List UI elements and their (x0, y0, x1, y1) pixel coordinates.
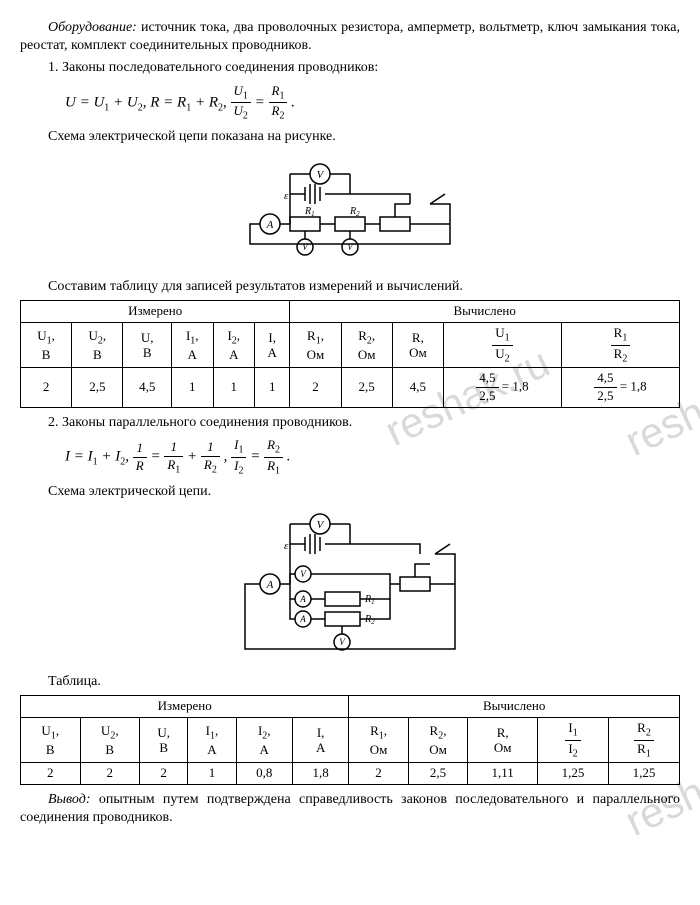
svg-text:A: A (266, 219, 274, 231)
equipment-paragraph: Оборудование: источник тока, два проволо… (20, 19, 680, 55)
table1-header: I,А (255, 323, 290, 368)
table1-cell: 2,5 (341, 368, 392, 408)
table1-measured-header: Измерено (21, 301, 290, 323)
conclusion-text: опытным путем подтверждена справедливост… (20, 792, 680, 825)
table2-label: Таблица. (20, 673, 680, 691)
table2-cell: 1,11 (468, 763, 538, 785)
table2-cell: 2 (140, 763, 188, 785)
table2-cell: 2 (21, 763, 81, 785)
table1-header: I1,А (171, 323, 213, 368)
svg-text:ε: ε (284, 540, 289, 552)
svg-text:R2: R2 (364, 614, 375, 626)
table1: Измерено Вычислено U1,ВU2,ВU,ВI1,АI2,АI,… (20, 300, 680, 408)
svg-text:R1: R1 (364, 594, 375, 606)
table1-cell: 2,5 (72, 368, 123, 408)
svg-text:V: V (339, 637, 346, 647)
table2-computed-header: Вычислено (349, 696, 680, 718)
table1-cell: 1 (255, 368, 290, 408)
table2-header: U,В (140, 718, 188, 763)
table2-header: U1,В (21, 718, 81, 763)
section1-title: 1. Законы последовательного соединения п… (20, 59, 680, 77)
table1-header: U,В (123, 323, 172, 368)
table1-calc-cell: 4,52,5 = 1,8 (443, 368, 561, 408)
table2-header: I,А (292, 718, 348, 763)
table2-cell: 1 (188, 763, 236, 785)
svg-text:A: A (299, 594, 306, 604)
table2-cell: 0,8 (236, 763, 292, 785)
svg-text:ε: ε (284, 190, 289, 202)
table1-header: U1,В (21, 323, 72, 368)
circuit-diagram-1: V ε A R1 R2 V V (20, 154, 680, 270)
svg-text:A: A (299, 614, 306, 624)
table1-cell: 2 (290, 368, 341, 408)
table2-measured-header: Измерено (21, 696, 349, 718)
section2-title: 2. Законы параллельного соединения прово… (20, 414, 680, 432)
table1-intro: Составим таблицу для записей результатов… (20, 278, 680, 296)
table2-frac-header: I1I2 (538, 718, 609, 763)
table2-cell: 1,25 (538, 763, 609, 785)
svg-text:A: A (266, 579, 274, 591)
conclusion: Вывод: опытным путем подтверждена справе… (20, 791, 680, 827)
table2-cell: 2 (80, 763, 140, 785)
table1-cell: 1 (171, 368, 213, 408)
table2-header: I2,А (236, 718, 292, 763)
table1-frac-header: R1R2 (561, 323, 679, 368)
table2-header: I1,А (188, 718, 236, 763)
svg-text:R1: R1 (304, 206, 315, 218)
table1-header: R,Ом (392, 323, 443, 368)
table1-header: R2,Ом (341, 323, 392, 368)
formula1: U = U1 + U2, R = R1 + R2, U1U2 = R1R2 . (65, 83, 680, 123)
table1-computed-header: Вычислено (290, 301, 680, 323)
table1-cell: 2 (21, 368, 72, 408)
table1-cell: 4,5 (392, 368, 443, 408)
circuit-diagram-2: V ε A V A R1 A R2 V (20, 509, 680, 665)
table1-cell: 1 (213, 368, 255, 408)
svg-text:V: V (300, 569, 307, 579)
scheme2-text: Схема электрической цепи. (20, 483, 680, 501)
scheme1-text: Схема электрической цепи показана на рис… (20, 128, 680, 146)
table2-header: R2,Ом (408, 718, 467, 763)
table2-cell: 2 (349, 763, 408, 785)
table2-header: R1,Ом (349, 718, 408, 763)
table2-header: U2,В (80, 718, 140, 763)
table1-cell: 4,5 (123, 368, 172, 408)
table1-calc-cell: 4,52,5 = 1,8 (561, 368, 679, 408)
table2-cell: 2,5 (408, 763, 467, 785)
svg-text:V: V (317, 519, 325, 531)
formula2: I = I1 + I2, 1R = 1R1 + 1R2 , I1I2 = R2R… (65, 437, 680, 477)
table1-header: U2,В (72, 323, 123, 368)
equipment-label: Оборудование: (48, 20, 137, 35)
table1-header: I2,А (213, 323, 255, 368)
svg-text:R2: R2 (349, 206, 360, 218)
table2-header: R,Ом (468, 718, 538, 763)
table2-cell: 1,25 (609, 763, 680, 785)
table2: Измерено Вычислено U1,ВU2,ВU,ВI1,АI2,АI,… (20, 695, 680, 785)
svg-text:V: V (317, 169, 325, 181)
table1-header: R1,Ом (290, 323, 341, 368)
table2-cell: 1,8 (292, 763, 348, 785)
conclusion-label: Вывод: (48, 792, 91, 807)
table1-frac-header: U1U2 (443, 323, 561, 368)
table2-frac-header: R2R1 (609, 718, 680, 763)
